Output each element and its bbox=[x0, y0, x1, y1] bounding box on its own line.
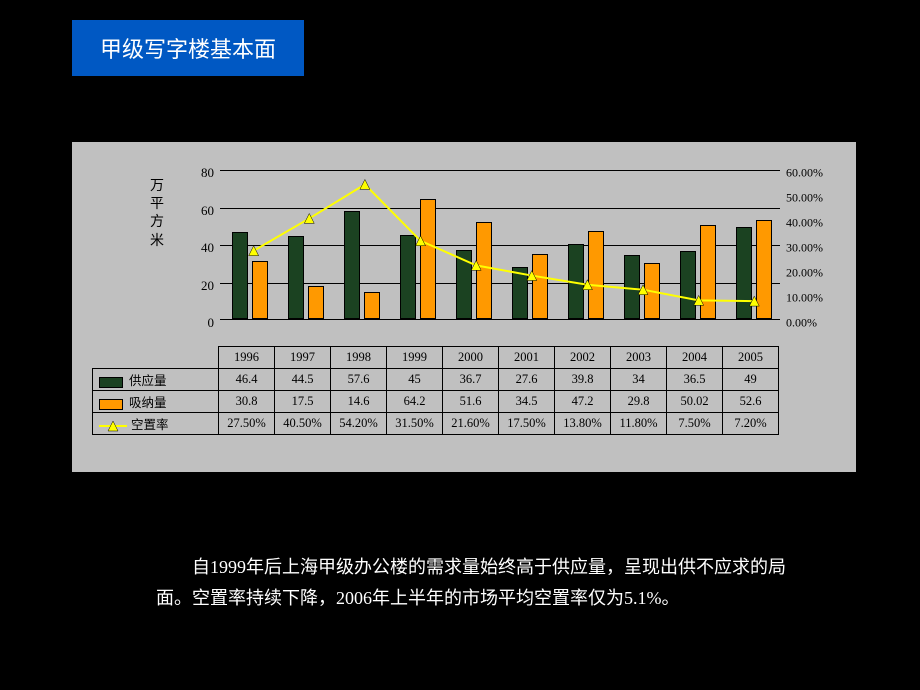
year-header: 2005 bbox=[723, 347, 779, 369]
y-axis-left-label: 万平方米 bbox=[150, 178, 166, 251]
cell-vacancy: 31.50% bbox=[387, 413, 443, 435]
cell-vacancy: 21.60% bbox=[443, 413, 499, 435]
vacancy-line bbox=[220, 170, 780, 319]
year-header: 2001 bbox=[499, 347, 555, 369]
cell-vacancy: 54.20% bbox=[331, 413, 387, 435]
cell-vacancy: 7.20% bbox=[723, 413, 779, 435]
y-left-tick: 80 bbox=[201, 165, 214, 181]
year-header: 2003 bbox=[611, 347, 667, 369]
cell-supply: 49 bbox=[723, 369, 779, 391]
cell-absorption: 47.2 bbox=[555, 391, 611, 413]
year-header: 2000 bbox=[443, 347, 499, 369]
cell-supply: 36.5 bbox=[667, 369, 723, 391]
data-table: 1996199719981999200020012002200320042005… bbox=[92, 346, 779, 435]
y-left-tick: 60 bbox=[201, 203, 214, 219]
year-header: 1999 bbox=[387, 347, 443, 369]
year-header: 1996 bbox=[219, 347, 275, 369]
y-right-tick: 0.00% bbox=[786, 316, 817, 331]
cell-absorption: 30.8 bbox=[219, 391, 275, 413]
chart-area: 万平方米 0 20 40 60 80 0.00% 10.00% 20.00% 30.00% 40… bbox=[92, 160, 836, 340]
y-right-ticks: 0.00%10.00%20.00%30.00%40.00%50.00%60.00… bbox=[786, 163, 846, 313]
cell-supply: 57.6 bbox=[331, 369, 387, 391]
cell-supply: 46.4 bbox=[219, 369, 275, 391]
y-right-tick: 60.00% bbox=[786, 166, 823, 181]
cell-supply: 39.8 bbox=[555, 369, 611, 391]
y-right-tick: 40.00% bbox=[786, 216, 823, 231]
y-right-tick: 10.00% bbox=[786, 291, 823, 306]
cell-absorption: 17.5 bbox=[275, 391, 331, 413]
legend-absorption: 吸纳量 bbox=[93, 391, 219, 413]
cell-supply: 27.6 bbox=[499, 369, 555, 391]
cell-supply: 36.7 bbox=[443, 369, 499, 391]
y-right-tick: 30.00% bbox=[786, 241, 823, 256]
cell-absorption: 14.6 bbox=[331, 391, 387, 413]
slide-title: 甲级写字楼基本面 bbox=[72, 20, 304, 76]
plot-area bbox=[220, 170, 780, 320]
cell-absorption: 64.2 bbox=[387, 391, 443, 413]
year-header: 1998 bbox=[331, 347, 387, 369]
cell-supply: 44.5 bbox=[275, 369, 331, 391]
cell-vacancy: 27.50% bbox=[219, 413, 275, 435]
y-right-tick: 20.00% bbox=[786, 266, 823, 281]
cell-vacancy: 11.80% bbox=[611, 413, 667, 435]
legend-vacancy: 空置率 bbox=[93, 413, 219, 435]
cell-vacancy: 13.80% bbox=[555, 413, 611, 435]
cell-absorption: 50.02 bbox=[667, 391, 723, 413]
cell-absorption: 52.6 bbox=[723, 391, 779, 413]
y-right-tick: 50.00% bbox=[786, 191, 823, 206]
cell-supply: 45 bbox=[387, 369, 443, 391]
cell-absorption: 51.6 bbox=[443, 391, 499, 413]
year-header: 1997 bbox=[275, 347, 331, 369]
cell-vacancy: 7.50% bbox=[667, 413, 723, 435]
y-left-tick: 0 bbox=[208, 315, 215, 331]
legend-supply: 供应量 bbox=[93, 369, 219, 391]
chart-panel: 万平方米 0 20 40 60 80 0.00% 10.00% 20.00% 30.00% 40… bbox=[72, 142, 856, 472]
year-header: 2002 bbox=[555, 347, 611, 369]
year-header: 2004 bbox=[667, 347, 723, 369]
cell-vacancy: 40.50% bbox=[275, 413, 331, 435]
y-left-tick: 40 bbox=[201, 240, 214, 256]
cell-absorption: 29.8 bbox=[611, 391, 667, 413]
body-text: 自1999年后上海甲级办公楼的需求量始终高于供应量，呈现出供不应求的局面。空置率… bbox=[156, 552, 786, 613]
cell-absorption: 34.5 bbox=[499, 391, 555, 413]
y-left-tick: 20 bbox=[201, 278, 214, 294]
cell-vacancy: 17.50% bbox=[499, 413, 555, 435]
y-left-ticks: 020406080 bbox=[188, 163, 214, 323]
cell-supply: 34 bbox=[611, 369, 667, 391]
